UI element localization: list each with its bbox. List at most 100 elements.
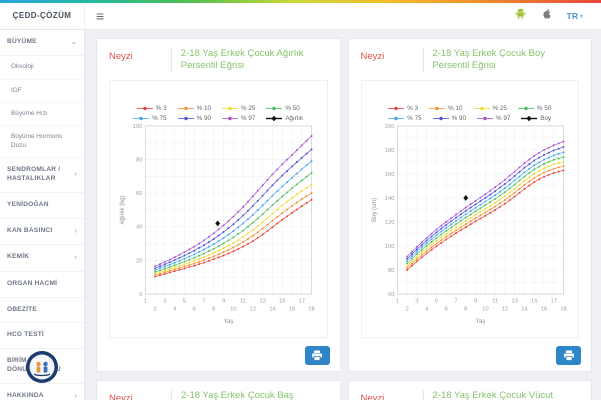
reference-source-label: Neyzi — [109, 51, 133, 62]
svg-text:40: 40 — [136, 224, 143, 230]
svg-text:4: 4 — [425, 306, 429, 312]
top-navbar: ÇEDD-ÇÖZÜM ≡ TR ▾ — [0, 3, 601, 30]
sidebar-item-label: KEMİK — [7, 253, 30, 261]
legend-item-agirlik[interactable]: Ağırlık — [266, 115, 303, 122]
svg-text:Ağırlık (kg): Ağırlık (kg) — [120, 195, 126, 224]
printer-icon — [563, 350, 575, 361]
svg-text:12: 12 — [250, 306, 256, 312]
legend-label: % 75 — [407, 114, 422, 122]
sidebar-item-obezite[interactable]: OBEZİTE — [0, 298, 84, 324]
legend-item-25[interactable]: % 25 — [473, 104, 507, 112]
svg-text:17: 17 — [550, 298, 556, 304]
svg-text:10: 10 — [482, 306, 489, 312]
chart-container: % 3% 10% 25% 50% 75% 90% 97 Boy 60 80 100 120… — [360, 79, 579, 338]
legend-item-97[interactable]: % 97 — [222, 115, 255, 122]
apple-icon[interactable] — [541, 7, 552, 25]
svg-text:15: 15 — [530, 298, 536, 304]
card-title: 2-18 Yaş Erkek Çocuk Boy Persentil Eğris… — [432, 48, 545, 72]
legend-item-90[interactable]: % 90 — [177, 114, 211, 122]
svg-text:4: 4 — [173, 306, 177, 312]
sidebar-subitem-oksoloji[interactable]: Oksoloji — [0, 56, 84, 80]
svg-text:3: 3 — [163, 298, 166, 304]
header-divider — [171, 48, 172, 73]
legend-item-25[interactable]: % 25 — [222, 105, 255, 112]
legend-item-50[interactable]: % 50 — [266, 104, 300, 112]
legend-item-75[interactable]: % 75 — [133, 115, 167, 122]
legend-label: % 3 — [407, 104, 419, 112]
sidebar-item-organ-hacmi[interactable]: ORGAN HACMİ — [0, 272, 84, 298]
svg-text:8: 8 — [212, 306, 215, 312]
legend-item-boy[interactable]: Boy — [521, 115, 551, 122]
sidebar-subitem-buyume-hizi[interactable]: Büyüme Hızı — [0, 103, 84, 127]
legend-item-50[interactable]: % 50 — [517, 105, 551, 112]
print-button[interactable] — [304, 346, 330, 365]
menu-toggle-icon[interactable]: ≡ — [96, 8, 105, 24]
header-divider — [171, 390, 172, 400]
svg-text:16: 16 — [540, 306, 546, 312]
reference-source-label: Neyzi — [360, 393, 385, 400]
sidebar-subitem-igf[interactable]: IGF — [0, 80, 84, 104]
chart-container: % 3 % 10 % 25 % 50 % 75 % 90 % 97 Ağırlık 0 20 40 6… — [109, 79, 328, 338]
cedd-logo — [25, 350, 59, 386]
language-selector[interactable]: TR ▾ — [567, 11, 583, 21]
svg-text:10: 10 — [230, 306, 237, 312]
svg-text:14: 14 — [521, 306, 528, 312]
android-icon[interactable] — [515, 7, 526, 25]
svg-text:2: 2 — [405, 306, 408, 312]
legend-item-10[interactable]: % 10 — [177, 105, 211, 112]
sidebar-item-sendromlar-hastaliklar[interactable]: SENDROMLAR / HASTALIKLAR › — [0, 158, 84, 193]
chevron-right-icon: › — [74, 227, 77, 235]
svg-text:5: 5 — [434, 298, 437, 304]
legend-item-3[interactable]: % 3 — [136, 105, 167, 112]
topbar-right-group: TR ▾ — [515, 7, 601, 25]
sidebar-item-hakkinda[interactable]: HAKKINDA › — [0, 384, 84, 400]
chart-legend: % 3 % 10 % 25 % 50 % 75 % 90 % 97 Ağırlık — [115, 105, 322, 122]
legend-item-10[interactable]: % 10 — [429, 104, 463, 112]
header-divider — [422, 48, 424, 73]
sidebar-item-kan-basinci[interactable]: KAN BASINCI › — [0, 219, 84, 246]
svg-text:11: 11 — [492, 298, 498, 304]
legend-label: % 50 — [285, 104, 300, 112]
sidebar-item-label: ORGAN HACMİ — [7, 279, 58, 287]
sidebar-item-yenidogan[interactable]: YENİDOĞAN — [0, 193, 84, 219]
legend-label: % 90 — [451, 114, 466, 122]
legend-label: Boy — [540, 114, 552, 122]
print-button[interactable] — [556, 346, 581, 365]
reference-source-label: Neyzi — [109, 393, 133, 400]
legend-label: % 10 — [448, 104, 463, 112]
svg-text:13: 13 — [259, 298, 265, 304]
legend-label: % 97 — [241, 114, 256, 122]
chart-card-2-18-yas-erkek-cocuk-vucut: Neyzi 2-18 Yaş Erkek Çocuk Vücut — [347, 380, 592, 400]
svg-text:6: 6 — [193, 306, 196, 312]
svg-text:11: 11 — [240, 298, 246, 304]
sidebar-subitem-buyume-hormonu-dozu[interactable]: Büyüme Hormonu Dozu — [0, 126, 84, 159]
sidebar-item-buyume[interactable]: BÜYÜME ⌄ — [0, 30, 84, 57]
svg-text:3: 3 — [415, 298, 418, 304]
sidebar-item-label: SENDROMLAR / HASTALIKLAR — [7, 166, 61, 182]
legend-item-75[interactable]: % 75 — [388, 114, 422, 122]
legend-item-97[interactable]: % 97 — [477, 115, 510, 122]
chevron-right-icon: › — [74, 393, 77, 400]
svg-text:16: 16 — [289, 306, 295, 312]
legend-label: % 97 — [496, 114, 511, 122]
svg-text:0: 0 — [139, 292, 143, 298]
svg-text:18: 18 — [560, 306, 566, 312]
legend-item-3[interactable]: % 3 — [388, 105, 418, 112]
sidebar-item-kemik[interactable]: KEMİK › — [0, 245, 84, 272]
legend-label: % 25 — [492, 104, 507, 112]
sidebar-item-hcg-testi[interactable]: HCG TESTİ — [0, 323, 84, 350]
svg-text:140: 140 — [384, 196, 394, 202]
legend-label: % 90 — [196, 114, 211, 122]
svg-text:12: 12 — [501, 306, 507, 312]
header-divider — [422, 390, 424, 400]
svg-text:8: 8 — [464, 306, 467, 312]
legend-label: Ağırlık — [285, 114, 304, 122]
legend-item-90[interactable]: % 90 — [432, 114, 466, 122]
svg-text:120: 120 — [384, 220, 394, 226]
svg-text:60: 60 — [387, 292, 394, 298]
card-header: Neyzi 2-18 Yaş Erkek Çocuk Boy Persentil … — [361, 48, 580, 73]
svg-text:100: 100 — [384, 244, 394, 250]
svg-text:9: 9 — [473, 298, 476, 304]
chevron-right-icon: › — [74, 254, 77, 262]
card-title: 2-18 Yaş Erkek Çocuk Ağırlık Persentil E… — [180, 48, 304, 72]
